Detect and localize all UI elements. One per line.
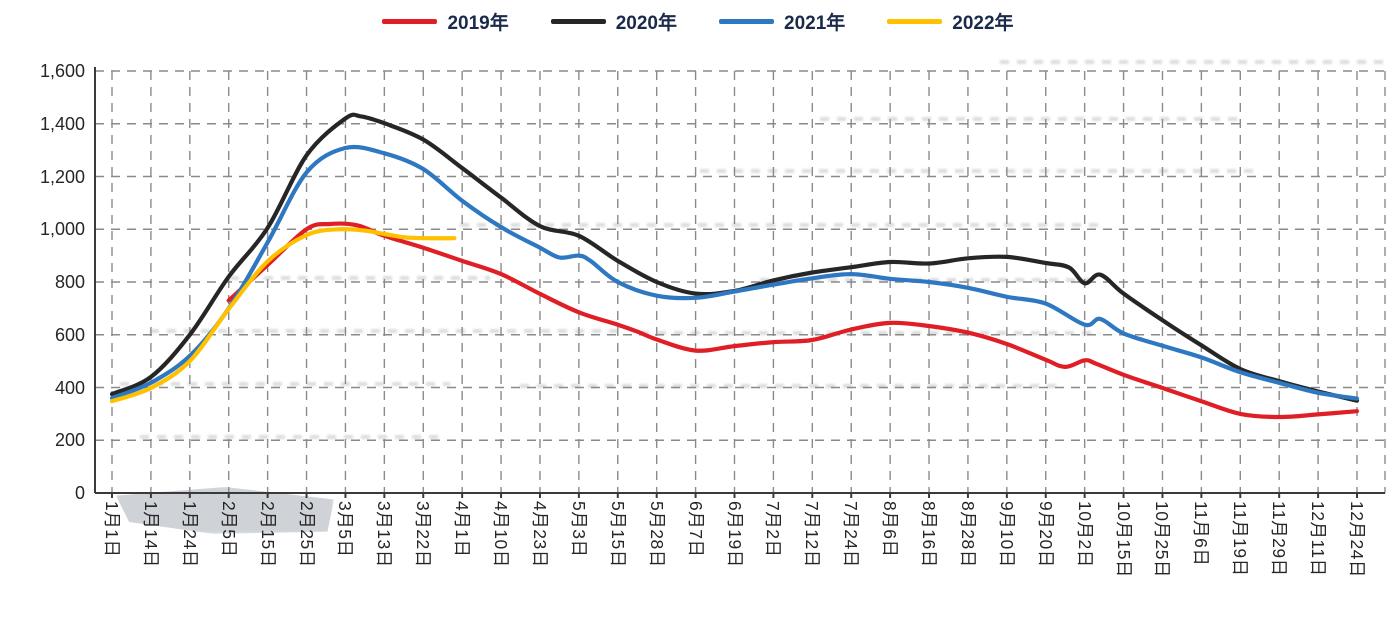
legend-label-2019: 2019年: [447, 12, 509, 34]
x-axis-tick-label: 2月15日: [257, 501, 278, 568]
x-axis-tick-label: 8月6日: [880, 501, 901, 558]
legend-item-2019: 2019年: [382, 8, 509, 35]
x-axis-tick-label: 8月28日: [957, 501, 978, 568]
x-axis-tick-label: 10月15日: [1113, 501, 1134, 578]
x-axis-tick-label: 2月25日: [296, 501, 317, 568]
series-line-2021年: [109, 144, 1360, 401]
legend-swatch-2022: [887, 18, 943, 24]
x-axis-tick-label: 7月24日: [841, 501, 862, 568]
chart-legend: 2019年 2020年 2021年 2022年: [0, 6, 1396, 36]
x-axis-tick-label: 10月2日: [1074, 501, 1095, 568]
y-axis-tick-label: 1,200: [39, 166, 85, 187]
x-axis-tick-label: 4月10日: [491, 501, 512, 568]
y-axis-tick-label: 600: [54, 324, 85, 345]
legend-swatch-2020: [550, 18, 606, 24]
x-axis-tick-label: 11月6日: [1191, 501, 1212, 567]
series-line-2019年: [226, 221, 1360, 420]
legend-label-2020: 2020年: [615, 12, 677, 34]
y-axis-tick-label: 800: [54, 272, 85, 292]
y-axis-tick-label: 200: [54, 430, 85, 451]
y-axis-tick-label: 0: [74, 483, 85, 503]
x-axis-tick-label: 1月24日: [179, 501, 200, 568]
legend-swatch-2021: [719, 18, 774, 24]
x-axis-tick-label: 5月15日: [607, 501, 628, 568]
x-axis-tick-label: 12月11日: [1308, 501, 1329, 577]
y-axis-tick-label: 1,400: [39, 113, 85, 134]
x-axis-tick-label: 6月19日: [724, 501, 745, 568]
x-axis-tick-label: 8月16日: [919, 501, 940, 568]
x-axis-tick-label: 6月7日: [685, 501, 706, 558]
x-axis-tick-label: 5月28日: [646, 501, 667, 568]
series-line-2022年: [109, 226, 457, 404]
x-axis-tick-label: 2月5日: [218, 501, 239, 558]
x-axis-tick-label: 11月29日: [1269, 501, 1290, 577]
legend-item-2020: 2020年: [550, 8, 677, 35]
y-axis-tick-label: 1,000: [39, 219, 85, 240]
x-axis-tick-label: 12月24日: [1347, 501, 1367, 578]
x-axis-tick-label: 7月12日: [802, 501, 823, 568]
y-axis-tick-label: 400: [54, 377, 85, 398]
x-axis-tick-label: 9月10日: [996, 501, 1017, 568]
legend-label-2022: 2022年: [952, 12, 1014, 34]
x-axis-tick-label: 3月5日: [335, 501, 356, 558]
x-axis-tick-label: 5月3日: [568, 501, 589, 558]
x-axis-tick-label: 11月19日: [1230, 501, 1251, 577]
legend-item-2022: 2022年: [887, 8, 1014, 35]
x-axis-tick-label: 4月1日: [452, 501, 473, 558]
x-axis-tick-label: 10月25日: [1152, 501, 1173, 578]
x-axis-tick-label: 4月23日: [529, 501, 550, 568]
legend-swatch-2019: [382, 18, 438, 24]
x-axis-tick-label: 1月14日: [140, 501, 161, 568]
legend-label-2021: 2021年: [784, 12, 846, 34]
x-axis-tick-label: 7月2日: [763, 501, 784, 558]
x-axis-tick-label: 9月20日: [1035, 501, 1056, 568]
x-axis-tick-label: 1月1日: [102, 501, 122, 558]
x-axis-tick-label: 3月13日: [374, 501, 395, 568]
y-axis-tick-label: 1,600: [39, 61, 85, 81]
legend-item-2021: 2021年: [719, 8, 845, 35]
x-axis-tick-label: 3月22日: [413, 501, 434, 568]
